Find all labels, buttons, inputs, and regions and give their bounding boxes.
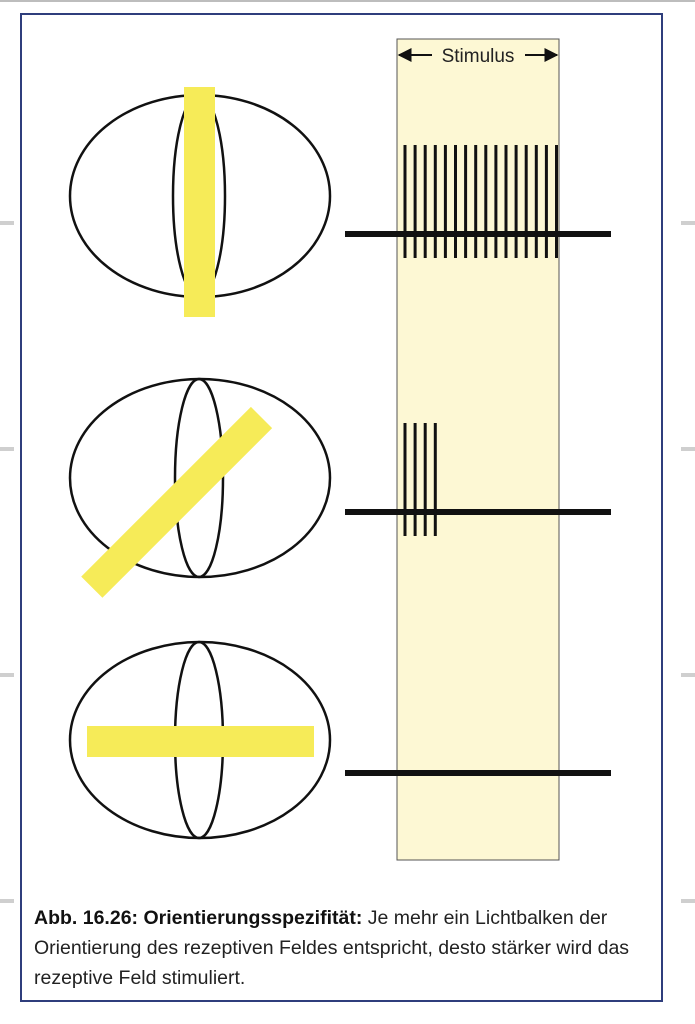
figure-caption: Abb. 16.26: Orientierungsspezifität: Je … [34,903,662,993]
page-edge-tick [0,447,14,451]
stimulus-label: Stimulus [442,46,515,67]
page-edge-tick [0,221,14,225]
page-edge-tick [681,899,695,903]
page-top-edge [0,0,695,2]
page-edge-tick [681,221,695,225]
page-edge-tick [681,673,695,677]
receptive-field-horizontal [68,640,332,840]
receptive-field-vertical [68,87,332,317]
page-edge-tick [0,899,14,903]
stimulus-window [396,38,560,861]
caption-label: Abb. 16.26: Orientierungsspezifität: [34,907,363,929]
light-bar-diagonal [81,406,273,598]
receptive-field-diagonal [68,377,332,598]
spike-train-strong [403,145,558,258]
light-bar-vertical [184,87,215,317]
spike-train-weak [403,423,437,536]
light-bar-horizontal [87,726,314,757]
caption-text: Je mehr ein Lichtbalken der Orientierung… [34,907,630,989]
page-edge-tick [681,447,695,451]
page-edge-tick [0,673,14,677]
